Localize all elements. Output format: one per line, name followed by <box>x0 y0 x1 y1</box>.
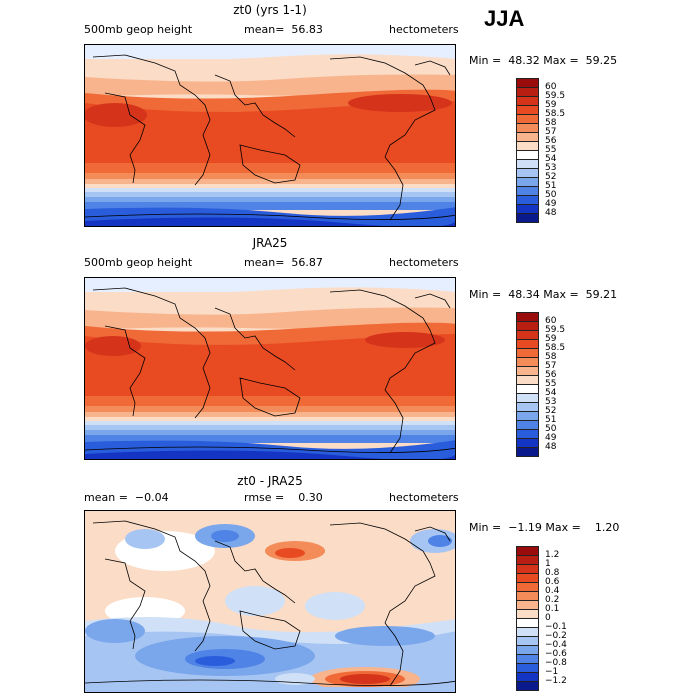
panel-3-title: zt0 - JRA25 <box>237 474 303 488</box>
colorbar-tick-label: 53 <box>545 163 557 173</box>
panel-2-units: hectometers <box>389 256 459 269</box>
panel-1-mean: mean= 56.83 <box>244 23 323 36</box>
season-label: JJA <box>484 6 525 31</box>
colorbar-tick-label: 0.6 <box>545 577 560 587</box>
colorbar-tick-label: 51 <box>545 415 557 425</box>
colorbar-tick-label: 59 <box>545 100 557 110</box>
colorbar-tick-label: 48 <box>545 442 557 452</box>
colorbar-tick-label: 0.8 <box>545 568 560 578</box>
colorbar-tick-label: 52 <box>545 406 557 416</box>
colorbar-tick-label: 50 <box>545 424 557 434</box>
colorbar-tick-label: 60 <box>545 82 557 92</box>
colorbar-tick-label: 60 <box>545 316 557 326</box>
colorbar-tick-label: 54 <box>545 154 557 164</box>
colorbar-cell <box>516 681 539 691</box>
panel-2-map <box>84 277 456 460</box>
colorbar-tick-label: 59.5 <box>545 91 566 101</box>
panel-1-units: hectometers <box>389 23 459 36</box>
colorbar-tick-label: 59.5 <box>545 325 566 335</box>
colorbar-tick-label: 58 <box>545 118 557 128</box>
colorbar-tick-label: 0 <box>545 613 551 623</box>
colorbar-tick-label: −0.4 <box>545 640 567 650</box>
colorbar-tick-label: 55 <box>545 379 557 389</box>
panel-3-map <box>84 510 456 693</box>
panel-3-minmax: Min = −1.19 Max = 1.20 <box>469 521 620 534</box>
colorbar-tick-label: −0.8 <box>545 658 567 668</box>
colorbar-tick-label: 0.2 <box>545 595 560 605</box>
colorbar-tick-label: 58.5 <box>545 343 566 353</box>
colorbar-tick-label: 0.1 <box>545 604 560 614</box>
colorbar-cell <box>516 213 539 223</box>
colorbar-tick-label: 49 <box>545 199 557 209</box>
colorbar-tick-label: 56 <box>545 370 557 380</box>
colorbar-tick-label: 59 <box>545 334 557 344</box>
colorbar-tick-label: 53 <box>545 397 557 407</box>
colorbar-tick-label: −0.2 <box>545 631 567 641</box>
colorbar-tick-label: 57 <box>545 361 557 371</box>
panel-1-minmax: Min = 48.32 Max = 59.25 <box>469 54 618 67</box>
panel-1-variable: 500mb geop height <box>84 23 193 36</box>
colorbar-tick-label: 56 <box>545 136 557 146</box>
colorbar-tick-label: −1 <box>545 667 559 677</box>
colorbar-tick-label: 0.4 <box>545 586 560 596</box>
colorbar-tick-label: 1 <box>545 559 551 569</box>
panel-2-mean: mean= 56.87 <box>244 256 323 269</box>
colorbar-cell <box>516 447 539 457</box>
colorbar-tick-label: 48 <box>545 208 557 218</box>
panel-2-variable: 500mb geop height <box>84 256 193 269</box>
panel-1-map <box>84 44 456 227</box>
panel-3-mean: mean = −0.04 <box>84 491 169 504</box>
colorbar-tick-label: 55 <box>545 145 557 155</box>
colorbar-tick-label: 51 <box>545 181 557 191</box>
colorbar-tick-label: 58 <box>545 352 557 362</box>
colorbar-tick-label: 1.2 <box>545 550 560 560</box>
panel-3-rmse: rmse = 0.30 <box>244 491 323 504</box>
panel-2-minmax: Min = 48.34 Max = 59.21 <box>469 288 618 301</box>
colorbar-tick-label: −0.6 <box>545 649 567 659</box>
colorbar-tick-label: 58.5 <box>545 109 566 119</box>
panel-2-title: JRA25 <box>252 236 288 250</box>
colorbar-tick-label: 54 <box>545 388 557 398</box>
colorbar-tick-label: 52 <box>545 172 557 182</box>
colorbar-tick-label: −0.1 <box>545 622 567 632</box>
panel-1-title: zt0 (yrs 1-1) <box>233 3 307 17</box>
colorbar-tick-label: −1.2 <box>545 676 567 686</box>
colorbar-tick-label: 49 <box>545 433 557 443</box>
colorbar-tick-label: 50 <box>545 190 557 200</box>
panel-3-units: hectometers <box>389 491 459 504</box>
colorbar-tick-label: 57 <box>545 127 557 137</box>
